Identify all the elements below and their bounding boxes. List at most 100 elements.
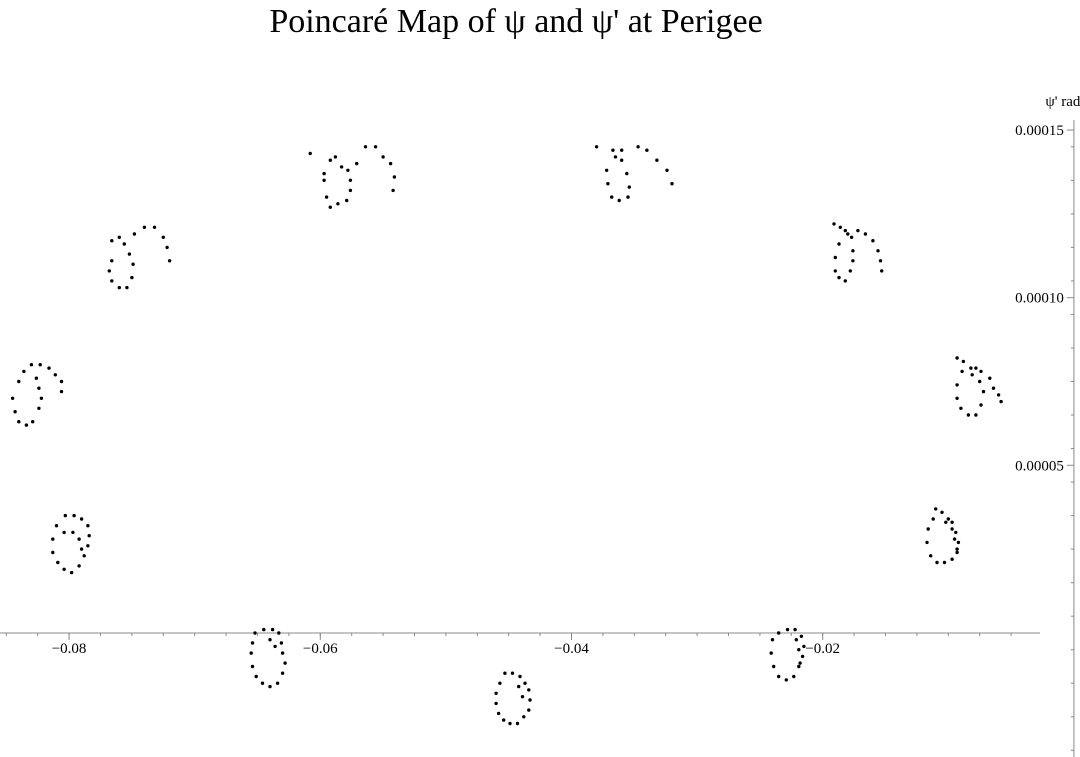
data-point bbox=[152, 225, 157, 229]
data-point bbox=[520, 695, 525, 699]
data-point bbox=[974, 413, 978, 417]
data-point bbox=[522, 715, 526, 719]
data-point bbox=[268, 684, 272, 689]
data-point bbox=[610, 195, 614, 199]
data-point bbox=[328, 205, 332, 209]
data-point bbox=[494, 691, 498, 695]
data-point bbox=[47, 366, 51, 370]
data-point bbox=[37, 406, 41, 410]
data-point bbox=[262, 627, 266, 632]
data-point bbox=[37, 386, 41, 390]
data-point bbox=[950, 520, 954, 524]
data-point bbox=[56, 560, 60, 565]
data-point bbox=[950, 557, 954, 561]
data-point bbox=[935, 560, 939, 565]
data-point bbox=[665, 168, 669, 172]
data-point bbox=[388, 161, 393, 166]
data-point bbox=[346, 168, 350, 172]
data-point bbox=[24, 423, 29, 427]
data-point bbox=[851, 259, 855, 263]
data-point bbox=[793, 627, 797, 632]
data-point bbox=[167, 259, 172, 263]
data-point bbox=[308, 151, 312, 156]
data-point bbox=[275, 681, 280, 685]
data-point bbox=[79, 547, 84, 551]
data-point bbox=[856, 228, 860, 233]
data-point bbox=[268, 638, 272, 642]
data-point bbox=[79, 517, 84, 521]
data-points bbox=[10, 145, 1003, 726]
data-point bbox=[797, 664, 801, 669]
y-tick-label: 0.00005 bbox=[1015, 458, 1064, 474]
data-point bbox=[515, 721, 520, 726]
data-point bbox=[59, 389, 64, 394]
data-point bbox=[528, 698, 532, 702]
x-tick-label: −0.02 bbox=[805, 641, 840, 657]
data-point bbox=[494, 701, 498, 706]
y-tick-label: 0.00015 bbox=[1015, 123, 1064, 139]
data-point bbox=[611, 148, 615, 152]
data-point bbox=[127, 252, 132, 256]
data-point bbox=[955, 383, 959, 387]
data-point bbox=[878, 259, 883, 263]
data-point bbox=[999, 399, 1003, 404]
data-point bbox=[851, 249, 855, 253]
x-tick-label: −0.06 bbox=[303, 641, 338, 657]
data-point bbox=[969, 366, 973, 370]
data-point bbox=[785, 627, 790, 632]
data-point bbox=[952, 537, 957, 541]
data-point bbox=[655, 158, 659, 162]
data-point bbox=[843, 228, 847, 233]
data-point bbox=[863, 232, 868, 236]
data-point bbox=[942, 560, 947, 565]
data-point bbox=[800, 654, 805, 659]
data-point bbox=[946, 517, 950, 521]
data-point bbox=[784, 678, 788, 682]
data-point bbox=[670, 182, 674, 186]
data-point bbox=[797, 648, 801, 652]
data-point bbox=[31, 420, 35, 424]
data-point bbox=[363, 145, 368, 149]
data-point bbox=[833, 269, 837, 273]
data-point bbox=[960, 369, 964, 374]
data-point bbox=[523, 681, 527, 685]
data-point bbox=[617, 198, 621, 203]
data-point bbox=[392, 175, 397, 179]
data-point bbox=[848, 269, 852, 273]
chart-title: Poincaré Map of ψ and ψ' at Perigee bbox=[269, 3, 762, 40]
data-point bbox=[87, 534, 91, 538]
data-point bbox=[931, 517, 935, 521]
data-point bbox=[956, 540, 961, 545]
data-point bbox=[777, 674, 781, 679]
data-point bbox=[280, 651, 285, 655]
data-point bbox=[837, 275, 841, 280]
data-point bbox=[86, 524, 90, 528]
data-point bbox=[328, 158, 332, 162]
data-point bbox=[605, 168, 609, 172]
data-point bbox=[22, 369, 26, 374]
data-point bbox=[959, 406, 963, 410]
data-point bbox=[837, 242, 841, 246]
data-point bbox=[620, 148, 624, 152]
major-ticks: −0.08 −0.06 −0.04 −0.02 0.00005 0.00010 0.0001… bbox=[52, 123, 1074, 657]
data-point bbox=[961, 359, 966, 364]
data-point bbox=[117, 285, 122, 290]
data-point bbox=[122, 242, 127, 246]
data-point bbox=[273, 644, 277, 649]
data-point bbox=[373, 145, 378, 149]
data-point bbox=[72, 513, 76, 518]
data-point bbox=[970, 373, 974, 377]
data-point bbox=[527, 688, 531, 692]
data-point bbox=[125, 285, 129, 290]
data-point bbox=[794, 638, 798, 642]
data-point bbox=[110, 279, 114, 283]
data-point bbox=[142, 225, 147, 229]
data-point bbox=[503, 671, 507, 675]
data-point bbox=[502, 718, 506, 722]
data-point bbox=[979, 403, 983, 407]
data-point bbox=[627, 185, 631, 189]
data-point bbox=[777, 631, 781, 635]
data-point bbox=[53, 373, 57, 377]
data-point bbox=[86, 544, 90, 548]
data-point bbox=[510, 671, 515, 675]
